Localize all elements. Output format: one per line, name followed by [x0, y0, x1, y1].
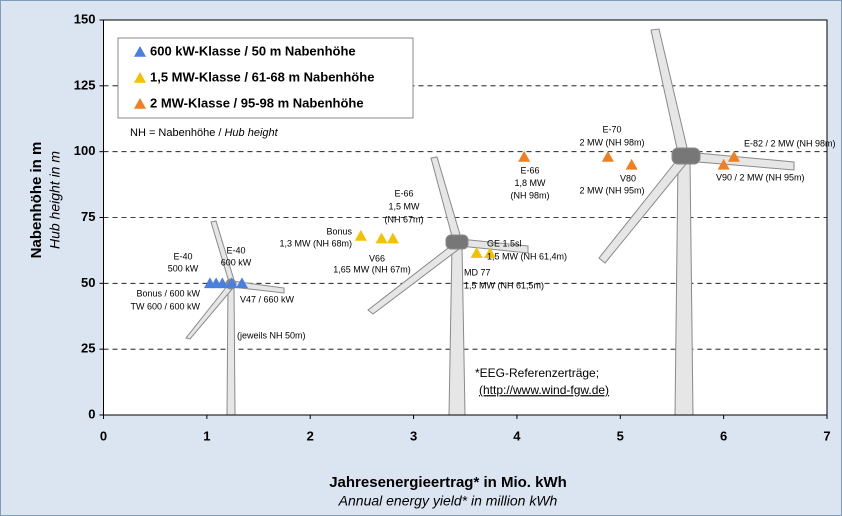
y-tick-label: 150 [74, 11, 96, 26]
annotation: 1,65 MW (NH 67m) [333, 264, 411, 274]
annotation: 600 kW [221, 257, 252, 267]
data-point [601, 150, 614, 162]
annotation: V66 [369, 253, 385, 263]
x-tick-label: 7 [823, 428, 830, 443]
note: NH = Nabenhöhe / Hub height [130, 127, 279, 139]
annotation: 1,3 MW (NH 68m) [279, 238, 352, 248]
legend-marker [134, 72, 146, 83]
data-point [354, 229, 367, 241]
annotation: E-40 [173, 251, 192, 261]
annotation: 1,8 MW [514, 178, 546, 188]
y-tick-label: 50 [81, 275, 95, 290]
y-tick-label: 0 [88, 406, 95, 421]
x-tick-label: 0 [100, 428, 107, 443]
annotation: E-66 [520, 165, 539, 175]
tower [674, 159, 694, 416]
tower [226, 284, 236, 416]
x-tick-label: 5 [617, 428, 624, 443]
data-point [717, 158, 730, 170]
annotation: Bonus / 600 kW [136, 288, 200, 298]
data-point [216, 277, 229, 289]
legend-marker [134, 46, 146, 57]
annotation: (jeweils NH 50m) [237, 330, 306, 340]
x-tick-label: 3 [410, 428, 417, 443]
nacelle [445, 234, 469, 250]
data-point [235, 277, 248, 289]
x-axis-subtitle: Annual energy yield* in million kWh [338, 493, 558, 509]
annotation: (NH 67m) [384, 214, 423, 224]
x-tick-label: 1 [203, 428, 210, 443]
legend-label: 600 kW-Klasse / 50 m Nabenhöhe [150, 43, 356, 58]
data-point [225, 277, 238, 289]
x-tick-label: 2 [307, 428, 314, 443]
annotation: 500 kW [168, 263, 199, 273]
x-axis-title: Jahresenergieertrag* in Mio. kWh [329, 474, 567, 491]
legend-label: 2 MW-Klasse / 95-98 m Nabenhöhe [150, 95, 364, 110]
y-tick-label: 75 [81, 209, 95, 224]
note-text: NH = Nabenhöhe / [130, 127, 224, 139]
y-axis-title: Nabenhöhe in m [28, 142, 45, 259]
y-tick-label: 125 [74, 77, 96, 92]
y-tick-label: 25 [81, 341, 95, 356]
annotation: 2 MW (NH 95m) [580, 185, 645, 195]
tower [448, 243, 466, 416]
footnote: *EEG-Referenzerträge; [475, 366, 599, 380]
note-text: Hub height [224, 127, 278, 139]
annotation: E-66 [394, 188, 413, 198]
data-point [518, 150, 531, 162]
data-point [727, 150, 740, 162]
data-point [625, 158, 638, 170]
annotation: V90 / 2 MW (NH 95m) [716, 172, 805, 182]
annotation: (NH 98m) [510, 190, 549, 200]
y-axis-subtitle: Hub height in m [47, 151, 63, 249]
data-point [470, 247, 483, 258]
annotation: V47 / 660 kW [240, 294, 295, 304]
annotation: Bonus [326, 226, 352, 236]
annotation: 1,5 MW (NH 61,4m) [487, 251, 567, 261]
annotation: E-40 [226, 245, 245, 255]
data-point [484, 247, 497, 259]
annotation: E-82 / 2 MW (NH 98m) [744, 138, 836, 148]
y-tick-label: 100 [74, 143, 96, 158]
legend-label: 1,5 MW-Klasse / 61-68 m Nabenhöhe [150, 69, 374, 84]
data-point [386, 232, 399, 244]
footnote-link: (http://www.wind-fgw.de) [479, 383, 609, 397]
x-tick-label: 4 [513, 428, 521, 443]
legend-marker [134, 98, 146, 109]
annotation: GE 1.5sl [487, 238, 522, 248]
data-point [375, 232, 388, 244]
annotation: E-70 [602, 124, 621, 134]
nacelle [671, 147, 701, 165]
legend-box [117, 37, 414, 119]
annotation: 1,5 MW (NH 61,5m) [464, 280, 544, 290]
annotation: 2 MW (NH 98m) [580, 137, 645, 147]
annotation: MD 77 [464, 267, 491, 277]
annotation: TW 600 / 600 kW [130, 301, 200, 311]
x-tick-label: 6 [720, 428, 727, 443]
annotation: 1,5 MW [388, 201, 420, 211]
annotation: V80 [620, 173, 636, 183]
